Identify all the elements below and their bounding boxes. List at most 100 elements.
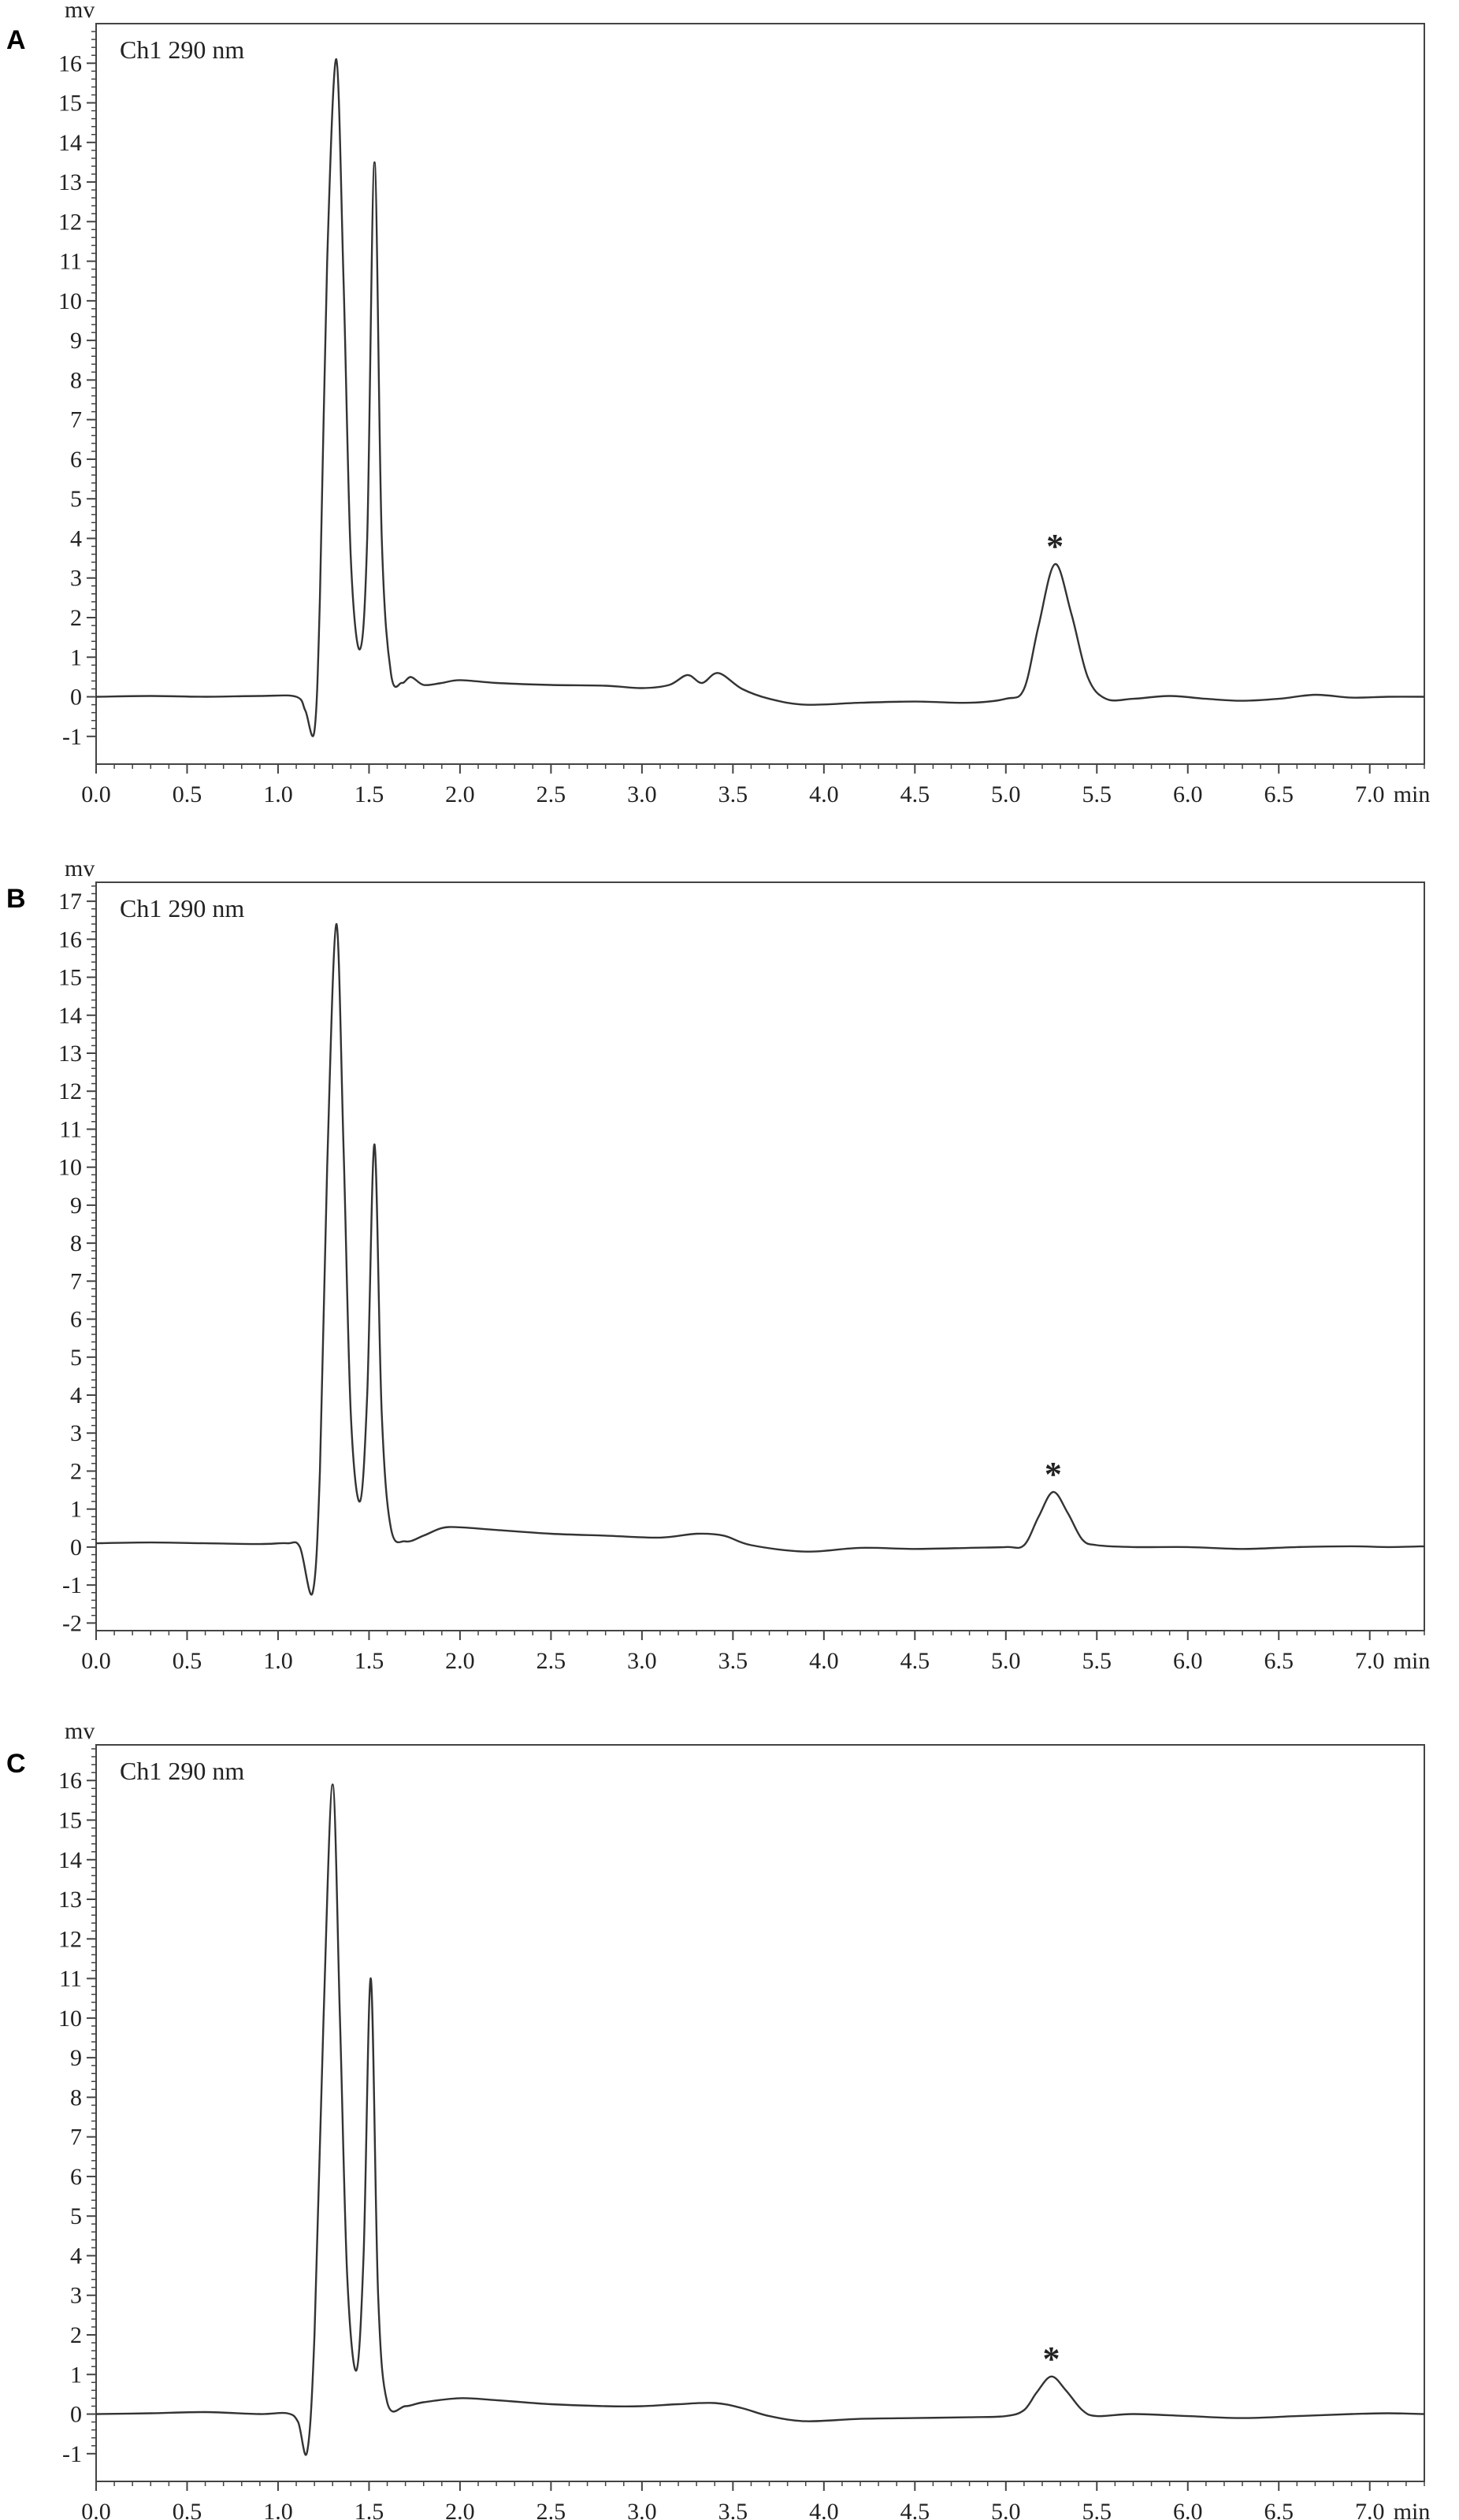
x-tick-label: 0.0 xyxy=(81,1648,111,1674)
chromatogram-trace xyxy=(95,922,1425,1596)
x-tick-label: 3.0 xyxy=(627,1648,657,1674)
x-tick-label: 6.5 xyxy=(1264,1648,1294,1674)
x-axis-unit-label: min xyxy=(1394,1648,1431,1674)
y-tick-label: 12 xyxy=(58,209,82,235)
x-tick-label: 2.5 xyxy=(536,1648,566,1674)
y-tick-label: 7 xyxy=(70,407,82,433)
y-tick-label: 10 xyxy=(58,2006,82,2032)
y-tick-label: 7 xyxy=(70,1268,82,1294)
x-tick-label: 2.0 xyxy=(445,781,475,807)
y-tick-label: 17 xyxy=(58,889,82,915)
x-tick-label: 3.5 xyxy=(718,2499,748,2520)
x-tick-label: 1.5 xyxy=(355,2499,384,2520)
plot-frame xyxy=(95,1744,1425,2482)
y-tick-label: 7 xyxy=(70,2125,82,2151)
y-tick-label: 11 xyxy=(59,1966,82,1992)
panel-label: B xyxy=(6,884,26,914)
x-tick-label: 7.0 xyxy=(1355,2499,1385,2520)
y-tick-label: 13 xyxy=(58,1041,82,1067)
y-tick-label: 1 xyxy=(70,1497,82,1523)
x-tick-label: 2.5 xyxy=(536,781,566,807)
y-tick-label: 13 xyxy=(58,169,82,195)
x-tick-label: 5.5 xyxy=(1082,781,1112,807)
y-tick-label: 11 xyxy=(59,249,82,275)
y-axis-label: mv xyxy=(65,1718,95,1744)
y-tick-label: -1 xyxy=(62,1572,82,1598)
y-axis-label: mv xyxy=(65,855,95,881)
y-tick-label: -1 xyxy=(62,2441,82,2467)
x-tick-label: 4.5 xyxy=(900,781,930,807)
y-tick-label: 15 xyxy=(58,91,82,117)
y-tick-label: -2 xyxy=(62,1610,82,1636)
x-tick-label: 1.5 xyxy=(355,1648,384,1674)
y-axis-label: mv xyxy=(65,0,95,23)
x-tick-label: 5.0 xyxy=(991,2499,1021,2520)
peak-marker: * xyxy=(1045,1455,1062,1494)
x-tick-label: 1.5 xyxy=(355,781,384,807)
channel-label: Ch1 290 nm xyxy=(120,35,244,64)
y-tick-label: 2 xyxy=(70,1458,82,1484)
plot-frame xyxy=(95,881,1425,1631)
x-tick-label: 5.0 xyxy=(991,781,1021,807)
y-tick-label: 6 xyxy=(70,447,82,473)
x-tick-label: 0.5 xyxy=(173,1648,202,1674)
y-tick-label: 14 xyxy=(58,1847,82,1873)
x-tick-label: 4.0 xyxy=(809,1648,839,1674)
channel-label: Ch1 290 nm xyxy=(120,894,244,922)
y-tick-label: 9 xyxy=(70,328,82,354)
y-tick-label: 2 xyxy=(70,605,82,631)
x-tick-label: 6.5 xyxy=(1264,781,1294,807)
x-tick-label: 6.0 xyxy=(1173,1648,1203,1674)
y-tick-label: 9 xyxy=(70,1193,82,1219)
y-tick-label: 4 xyxy=(70,1382,82,1408)
y-tick-label: 14 xyxy=(58,1003,82,1029)
panel-label: C xyxy=(6,1749,26,1779)
y-tick-label: -1 xyxy=(62,724,82,750)
x-tick-label: 0.0 xyxy=(81,781,111,807)
x-tick-label: 5.5 xyxy=(1082,1648,1112,1674)
y-tick-label: 16 xyxy=(58,1768,82,1794)
y-tick-label: 0 xyxy=(70,2402,82,2428)
y-tick-label: 0 xyxy=(70,1535,82,1561)
y-tick-label: 3 xyxy=(70,2283,82,2309)
y-tick-label: 4 xyxy=(70,2243,82,2269)
x-tick-label: 6.5 xyxy=(1264,2499,1294,2520)
chromatogram-trace xyxy=(95,1783,1425,2456)
peak-marker: * xyxy=(1046,527,1064,566)
y-tick-label: 8 xyxy=(70,1230,82,1256)
x-tick-label: 7.0 xyxy=(1355,1648,1385,1674)
x-tick-label: 1.0 xyxy=(263,1648,293,1674)
y-tick-label: 12 xyxy=(58,1078,82,1104)
x-tick-label: 4.5 xyxy=(900,2499,930,2520)
y-tick-label: 5 xyxy=(70,2203,82,2229)
x-tick-label: 2.5 xyxy=(536,2499,566,2520)
x-tick-label: 3.5 xyxy=(718,781,748,807)
y-tick-label: 1 xyxy=(70,644,82,670)
x-tick-label: 5.5 xyxy=(1082,2499,1112,2520)
x-tick-label: 0.0 xyxy=(81,2499,111,2520)
x-tick-label: 4.0 xyxy=(809,2499,839,2520)
y-tick-label: 8 xyxy=(70,2084,82,2110)
x-tick-label: 6.0 xyxy=(1173,2499,1203,2520)
y-tick-label: 6 xyxy=(70,2164,82,2190)
plot-frame xyxy=(95,23,1425,765)
peak-marker: * xyxy=(1043,2340,1060,2378)
y-tick-label: 11 xyxy=(59,1116,82,1142)
y-tick-label: 16 xyxy=(58,926,82,952)
x-tick-label: 1.0 xyxy=(263,781,293,807)
x-tick-label: 7.0 xyxy=(1355,781,1385,807)
y-tick-label: 0 xyxy=(70,685,82,711)
x-tick-label: 2.0 xyxy=(445,2499,475,2520)
x-tick-label: 1.0 xyxy=(263,2499,293,2520)
x-tick-label: 5.0 xyxy=(991,1648,1021,1674)
x-tick-label: 0.5 xyxy=(173,2499,202,2520)
y-tick-label: 8 xyxy=(70,367,82,393)
y-tick-label: 14 xyxy=(58,130,82,156)
y-tick-label: 2 xyxy=(70,2322,82,2348)
y-tick-label: 3 xyxy=(70,1420,82,1446)
y-tick-label: 4 xyxy=(70,525,82,551)
